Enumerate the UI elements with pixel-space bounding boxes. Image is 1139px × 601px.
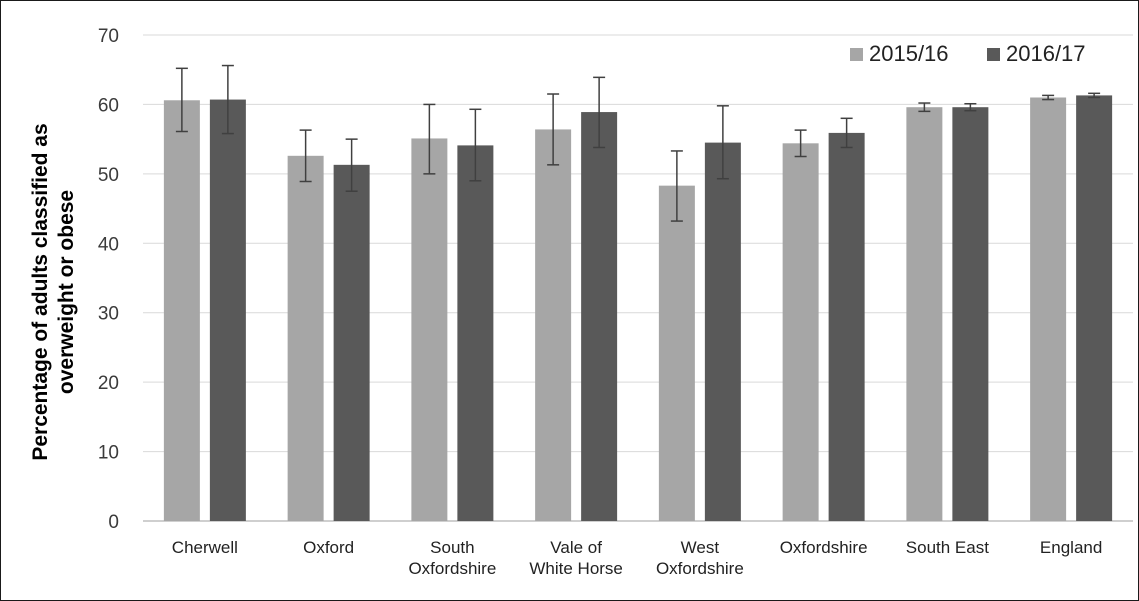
- legend-label: 2016/17: [1006, 41, 1086, 66]
- x-category-label: West Oxfordshire: [656, 538, 744, 578]
- bar-2015-16-3: [535, 129, 572, 521]
- error-bar: [221, 64, 234, 135]
- y-tick-label: 40: [98, 234, 119, 255]
- bar-2015-16-7: [1030, 97, 1067, 521]
- x-category-label: Vale of White Horse: [529, 538, 623, 578]
- x-category-label: Oxford: [303, 538, 354, 557]
- error-bar: [716, 105, 729, 180]
- bar-2016-17-3: [581, 112, 618, 522]
- error-bar: [423, 103, 436, 175]
- y-axis-ticks: 0 10 20 30 40 50 60 70: [98, 26, 119, 533]
- error-bar: [345, 138, 358, 192]
- y-tick-label: 20: [98, 373, 119, 394]
- y-tick-label: 10: [98, 443, 119, 464]
- error-bar: [175, 67, 188, 133]
- error-bar: [547, 93, 560, 166]
- bar-2016-17-4: [704, 142, 741, 521]
- error-bar: [918, 102, 931, 113]
- y-tick-label: 30: [98, 304, 119, 325]
- bar-2015-16-6: [906, 107, 943, 521]
- x-category-label: South Oxfordshire: [408, 538, 496, 578]
- bar-2015-16-5: [782, 143, 819, 521]
- error-bars: [175, 64, 1101, 222]
- legend-item: 2015/16: [850, 41, 949, 66]
- bar-2016-17-0: [209, 99, 246, 521]
- legend-item: 2016/17: [987, 41, 1086, 66]
- bar-2016-17-5: [828, 132, 865, 521]
- legend-label: 2015/16: [869, 41, 949, 66]
- error-bar: [299, 129, 312, 183]
- bar-2015-16-1: [287, 155, 324, 521]
- y-tick-label: 70: [98, 26, 119, 47]
- bar-2016-17-1: [333, 164, 370, 521]
- x-axis-categories: Cherwell Oxford South Oxfordshire Vale of Whi…: [172, 538, 1103, 578]
- error-bar: [794, 129, 807, 158]
- legend-swatch: [987, 48, 1000, 61]
- bar-2016-17-2: [457, 145, 494, 522]
- error-bar: [840, 117, 853, 149]
- bars: [163, 95, 1113, 522]
- error-bar: [964, 102, 977, 112]
- bar-2015-16-0: [163, 100, 200, 522]
- bar-2015-16-4: [658, 185, 695, 521]
- error-bar: [670, 150, 683, 222]
- y-tick-label: 0: [108, 512, 119, 533]
- error-bar: [593, 76, 606, 149]
- legend-swatch: [850, 48, 863, 61]
- x-category-label: Cherwell: [172, 538, 238, 557]
- y-tick-label: 50: [98, 165, 119, 186]
- x-category-label: South East: [906, 538, 989, 557]
- legend: 2015/16 2016/17: [850, 41, 1086, 66]
- bar-2016-17-7: [1076, 95, 1113, 521]
- bar-2016-17-6: [952, 107, 989, 521]
- x-category-label: Oxfordshire: [780, 538, 868, 557]
- error-bar: [1088, 92, 1101, 99]
- y-axis-title: Percentage of adults classified as overwe…: [29, 123, 78, 460]
- error-bar: [1042, 94, 1055, 101]
- y-tick-label: 60: [98, 95, 119, 116]
- x-category-label: England: [1040, 538, 1102, 557]
- bar-2015-16-2: [411, 138, 448, 521]
- y-axis-title-text: Percentage of adults classified as overwe…: [29, 123, 78, 460]
- error-bar: [469, 108, 482, 182]
